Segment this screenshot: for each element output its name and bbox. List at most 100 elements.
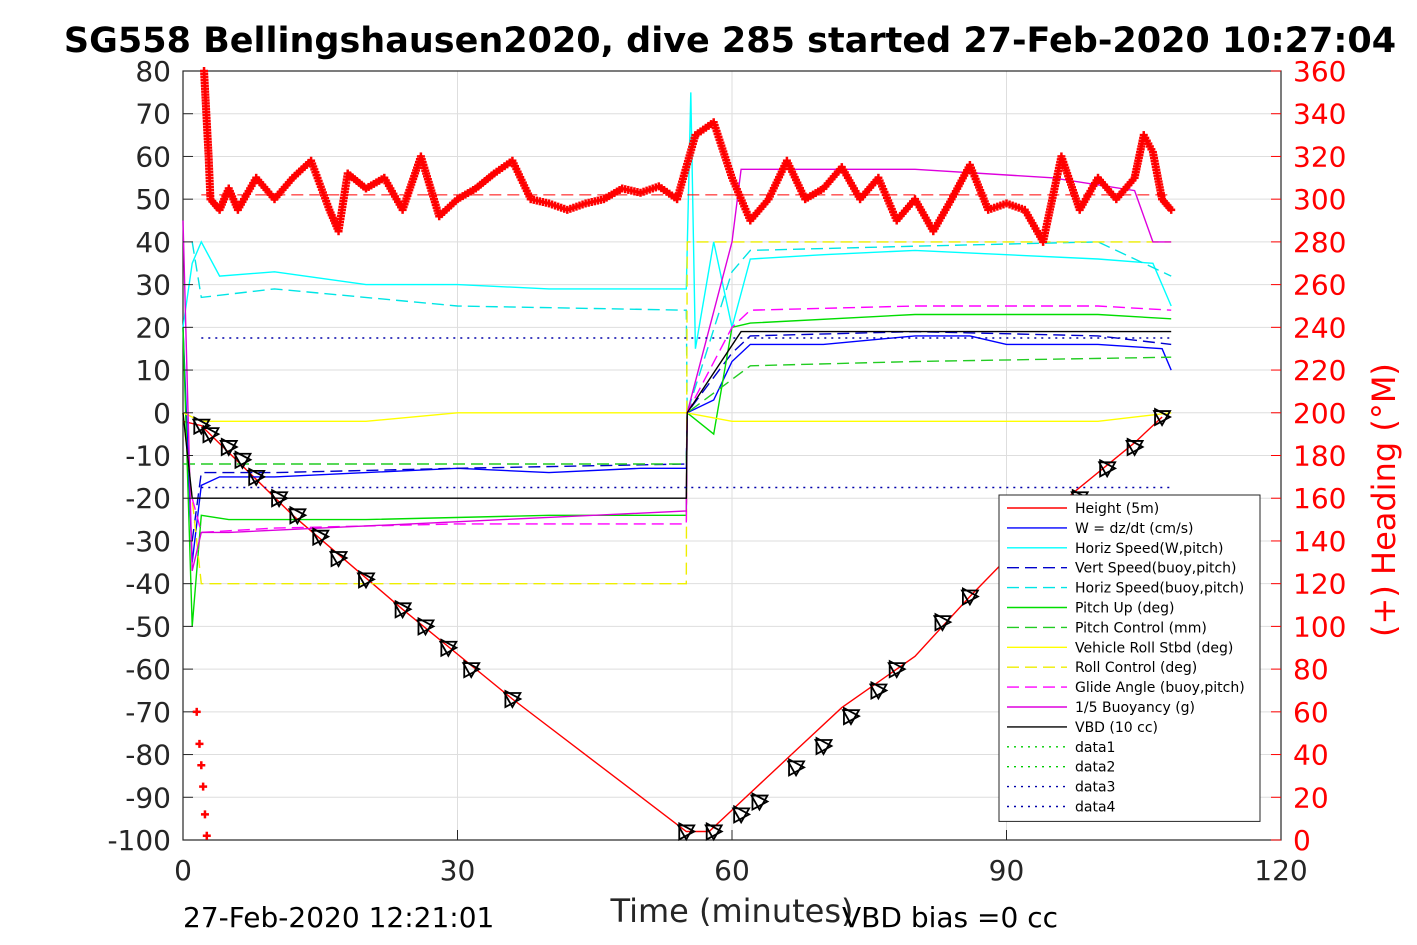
y2-tick-label: 140	[1293, 525, 1346, 558]
heading-point	[192, 707, 201, 716]
legend-label: Vert Speed(buoy,pitch)	[1075, 561, 1237, 577]
y2-tick-label: 80	[1293, 653, 1329, 686]
heading-point	[1167, 205, 1176, 214]
series-line-2	[182, 92, 1172, 349]
y2-tick-label: 280	[1293, 226, 1346, 259]
y2-tick-label: 20	[1293, 781, 1329, 814]
y-tick-label: -10	[125, 440, 171, 473]
y-tick-label: -90	[125, 781, 171, 814]
y-tick-label: -100	[107, 824, 171, 857]
y-tick-label: 70	[135, 98, 171, 131]
depth-marker	[328, 548, 349, 568]
y-tick-label: -80	[125, 739, 171, 772]
y2-tick-label: 160	[1293, 482, 1346, 515]
y-tick-label: 10	[135, 354, 171, 387]
series-line-10	[182, 168, 1172, 572]
y-tick-label: 20	[135, 311, 171, 344]
depth-marker	[1152, 407, 1172, 427]
legend-label: Roll Control (deg)	[1075, 660, 1197, 676]
y-tick-label: -30	[125, 525, 171, 558]
depth-marker	[887, 659, 907, 679]
depth-marker	[502, 689, 523, 709]
heading-point	[200, 810, 209, 819]
depth-marker	[415, 616, 436, 637]
y2-tick-label: 180	[1293, 440, 1346, 473]
y2-tick-label: 220	[1293, 354, 1346, 387]
depth-marker	[269, 488, 289, 509]
y2-tick-label: 100	[1293, 610, 1346, 643]
series-line-11	[182, 330, 1172, 499]
y2-tick-label: 200	[1293, 397, 1346, 430]
series-line-4	[191, 241, 1172, 414]
depth-marker	[704, 821, 724, 842]
legend-label: VBD (10 cc)	[1075, 720, 1158, 736]
legend-label: data4	[1075, 800, 1116, 816]
depth-marker	[1097, 458, 1118, 479]
y2-tick-label: 0	[1293, 824, 1311, 857]
heading-point	[197, 761, 206, 770]
depth-marker	[932, 612, 953, 632]
depth-marker	[1125, 437, 1145, 457]
y2-tick-label: 320	[1293, 140, 1346, 173]
y-tick-label: -40	[125, 568, 171, 601]
legend-label: Pitch Up (deg)	[1075, 601, 1174, 617]
legend-label: Horiz Speed(buoy,pitch)	[1075, 581, 1244, 597]
y2-tick-label: 240	[1293, 311, 1346, 344]
heading-point	[199, 782, 208, 791]
depth-marker	[438, 638, 459, 658]
y-tick-label: 60	[135, 140, 171, 173]
legend: Height (5m) W = dz/dt (cm/s) Horiz Speed(W…	[998, 494, 1261, 822]
y-tick-label: -20	[125, 482, 171, 515]
y2-tick-label: 260	[1293, 269, 1346, 302]
y-tick-label: 30	[135, 269, 171, 302]
heading-layer	[192, 67, 1176, 840]
x-tick-label: 90	[989, 854, 1025, 887]
x-tick-label: 60	[714, 854, 750, 887]
legend-label: Vehicle Roll Stbd (deg)	[1075, 640, 1233, 656]
y2-tick-label: 360	[1293, 55, 1346, 88]
legend-label: Height (5m)	[1075, 501, 1159, 517]
y-tick-label: 40	[135, 226, 171, 259]
y-tick-label: -70	[125, 696, 171, 729]
legend-label: Horiz Speed(W,pitch)	[1075, 541, 1223, 557]
depth-marker	[200, 424, 221, 444]
heading-point	[195, 739, 204, 748]
series-line-8	[182, 241, 1172, 585]
y2-tick-label: 340	[1293, 98, 1346, 131]
depth-marker	[868, 680, 889, 701]
y-tick-label: -50	[125, 610, 171, 643]
depth-marker	[813, 736, 834, 756]
depth-marker	[246, 467, 267, 487]
y-tick-label: 80	[135, 55, 171, 88]
y2-tick-label: 300	[1293, 183, 1346, 216]
y-tick-label: 0	[153, 397, 171, 430]
depth-marker	[287, 505, 308, 526]
depth-marker	[310, 527, 331, 547]
y2-tick-label: 120	[1293, 568, 1346, 601]
depth-marker	[731, 804, 752, 825]
footer-vbd-bias: VBD bias =0 cc	[842, 901, 1058, 934]
depth-marker	[393, 599, 413, 620]
ticks-layer: 0 30 60 90 12080706050403020100-10-20-30-40-…	[107, 55, 1346, 887]
legend-label: data1	[1075, 740, 1115, 756]
x-tick-label: 0	[174, 854, 192, 887]
depth-marker	[749, 792, 770, 812]
x-axis-label: Time (minutes)	[610, 892, 854, 930]
legend-label: 1/5 Buoyancy (g)	[1075, 700, 1195, 716]
y-tick-label: -60	[125, 653, 171, 686]
legend-label: data3	[1075, 780, 1115, 796]
legend-label: data2	[1075, 760, 1115, 776]
depth-marker	[786, 757, 806, 778]
y2-tick-label: 40	[1293, 739, 1329, 772]
chart-title: SG558 Bellingshausen2020, dive 285 start…	[64, 21, 1396, 61]
legend-label: Pitch Control (mm)	[1075, 620, 1207, 636]
depth-marker	[461, 659, 482, 679]
series-line-7	[182, 412, 1172, 422]
depth-marker	[841, 706, 861, 726]
depth-marker	[960, 586, 980, 607]
depth-marker	[219, 437, 239, 457]
series-line-6	[183, 356, 1172, 465]
depth-marker	[676, 821, 697, 842]
legend-label: Glide Angle (buoy,pitch)	[1075, 680, 1245, 696]
heading-point	[202, 831, 211, 840]
